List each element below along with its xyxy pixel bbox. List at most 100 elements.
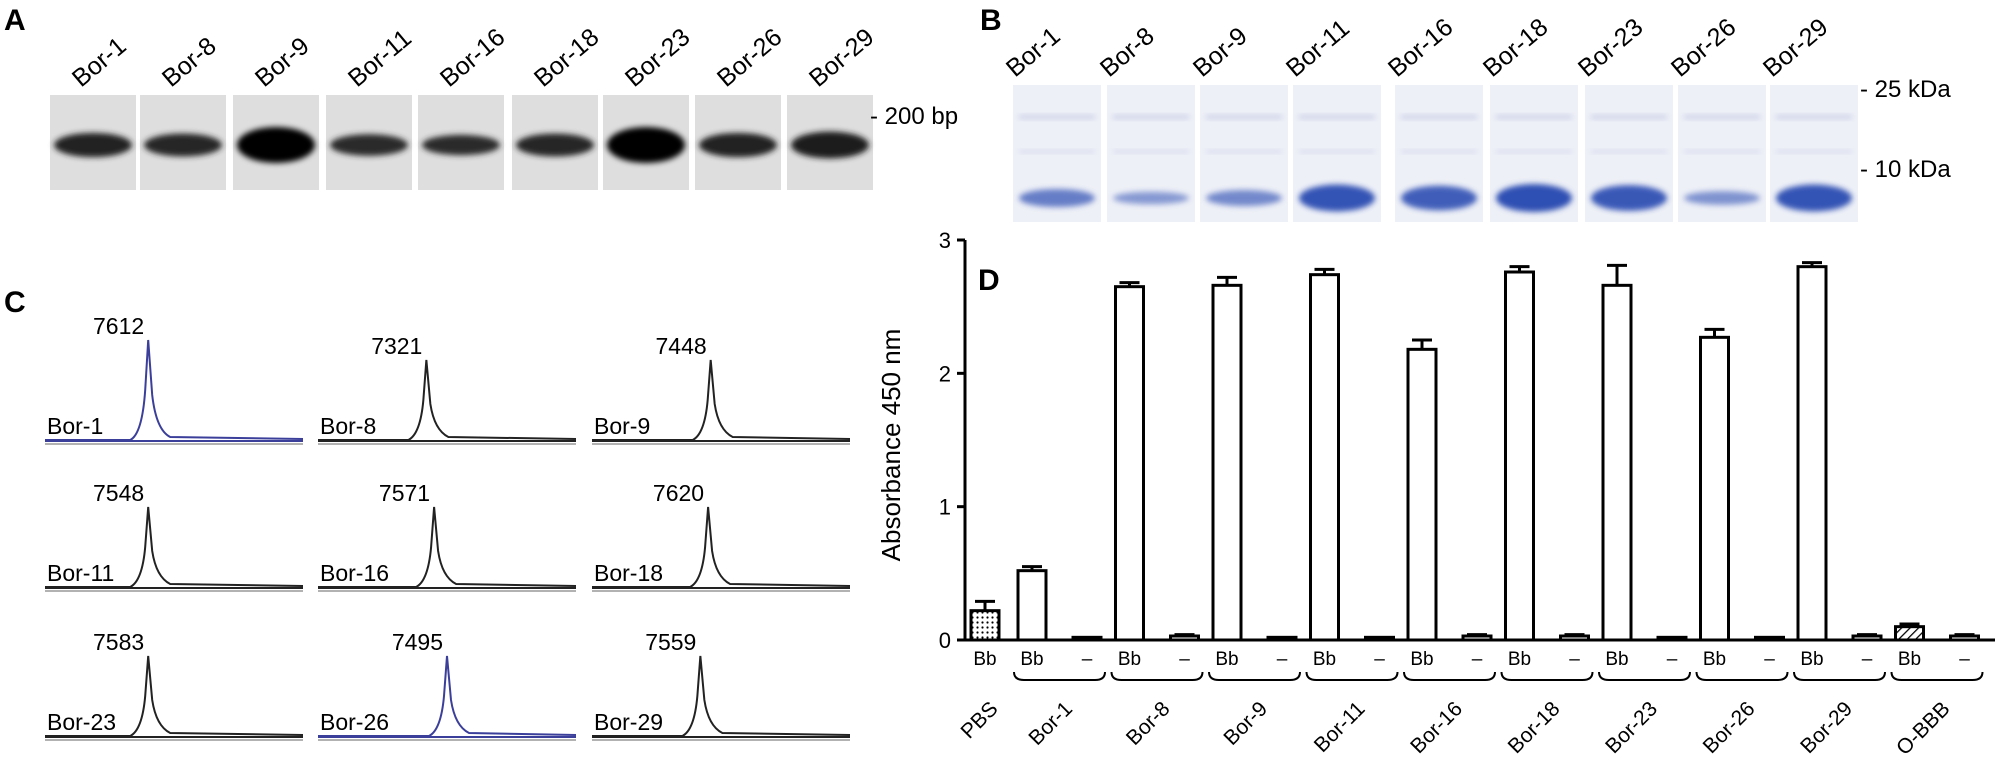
y-tick-label: 1 bbox=[939, 495, 951, 520]
band-a bbox=[144, 133, 222, 157]
bar bbox=[1309, 273, 1340, 642]
bar-label: Bb bbox=[1313, 649, 1336, 670]
lane-label-b: Bor-26 bbox=[1666, 13, 1741, 83]
group-bracket bbox=[1890, 671, 1984, 681]
faint-band-b bbox=[1019, 115, 1095, 119]
faint-band-b bbox=[1019, 150, 1095, 153]
group-label: Bor-8 bbox=[1122, 697, 1175, 750]
band-b bbox=[1299, 184, 1375, 212]
faint-band-b bbox=[1113, 150, 1189, 153]
lane-label-a: Bor-18 bbox=[529, 23, 604, 93]
spectrum-trace bbox=[592, 506, 851, 588]
gel-panel-a: Bor-1 Bor-8 Bor-9 Bor-11 Bor-16 Bor-18 Bor-23 B… bbox=[50, 23, 879, 190]
sample-label: Bor-11 bbox=[47, 560, 114, 586]
peak-label: 7448 bbox=[656, 333, 707, 359]
group-bracket bbox=[1793, 671, 1886, 681]
spectrum-trace bbox=[592, 655, 851, 737]
sample-label: Bor-1 bbox=[47, 413, 103, 439]
peak-label: 7559 bbox=[645, 629, 696, 655]
bar bbox=[1504, 270, 1535, 642]
bar-label: – bbox=[1472, 649, 1483, 670]
bar-label: Bb bbox=[1020, 649, 1043, 670]
bar bbox=[1071, 635, 1103, 642]
faint-band-b bbox=[1299, 115, 1375, 119]
lane-label-b: Bor-16 bbox=[1383, 13, 1458, 83]
group-label: Bor-11 bbox=[1310, 697, 1370, 757]
spectrum-trace bbox=[318, 506, 577, 588]
spectrum-trace bbox=[318, 359, 577, 441]
band-a bbox=[237, 127, 315, 163]
bar-chart-d: 0 1 2 3 Bb Bb – Bb – Bb – Bb – Bb – Bb – Bb – Bb – Bb – Bb – PBS B… bbox=[939, 228, 1995, 760]
group-bracket bbox=[1403, 671, 1496, 681]
band-b bbox=[1591, 185, 1667, 211]
lane-label-b: Bor-8 bbox=[1095, 22, 1160, 83]
bar bbox=[1796, 265, 1828, 642]
faint-band-b bbox=[1496, 115, 1572, 119]
marker-200bp: - 200 bp bbox=[870, 103, 958, 130]
bar-label: Bb bbox=[1215, 649, 1238, 670]
faint-band-b bbox=[1401, 115, 1477, 119]
peak-label: 7612 bbox=[93, 313, 144, 339]
sample-label: Bor-8 bbox=[320, 413, 376, 439]
sample-label: Bor-26 bbox=[320, 709, 389, 735]
faint-band-b bbox=[1591, 150, 1667, 153]
sample-label: Bor-29 bbox=[594, 709, 663, 735]
group-bracket bbox=[1598, 671, 1691, 681]
y-tick-label: 2 bbox=[939, 361, 951, 386]
bar bbox=[1699, 335, 1730, 642]
band-b bbox=[1019, 188, 1095, 208]
bar bbox=[1559, 634, 1590, 642]
bar bbox=[1754, 635, 1785, 642]
bar bbox=[1364, 635, 1395, 642]
band-a bbox=[791, 131, 869, 159]
lane-label-b: Bor-1 bbox=[1001, 22, 1066, 83]
band-a bbox=[54, 132, 132, 158]
faint-band-b bbox=[1299, 150, 1375, 153]
sample-label: Bor-23 bbox=[47, 709, 116, 735]
group-label: Bor-18 bbox=[1504, 697, 1565, 758]
group-bracket bbox=[1110, 671, 1204, 681]
peak-label: 7495 bbox=[392, 629, 443, 655]
lane-label-b: Bor-29 bbox=[1758, 13, 1833, 83]
lane-label-a: Bor-26 bbox=[712, 23, 787, 93]
group-label: O-BBB bbox=[1892, 697, 1954, 759]
bar bbox=[1851, 634, 1883, 642]
gel-panel-b: Bor-1 Bor-8 Bor-9 Bor-11 Bor-16 Bor-18 Bor-23 B… bbox=[1001, 13, 1858, 222]
band-a bbox=[330, 134, 408, 156]
band-a bbox=[516, 133, 594, 157]
lane-label-a: Bor-9 bbox=[250, 32, 315, 93]
band-b bbox=[1113, 191, 1189, 205]
peak-label: 7583 bbox=[93, 629, 144, 655]
group-label: Bor-9 bbox=[1219, 697, 1272, 750]
panel-label-d: D bbox=[978, 264, 1000, 297]
lane-label-b: Bor-9 bbox=[1188, 22, 1253, 83]
lane-label-b: Bor-18 bbox=[1478, 13, 1553, 83]
bar-label: Bb bbox=[1118, 649, 1141, 670]
bar-label: – bbox=[1667, 649, 1678, 670]
peak-label: 7620 bbox=[653, 480, 704, 506]
group-bracket bbox=[1013, 671, 1106, 681]
faint-band-b bbox=[1591, 115, 1667, 119]
bar bbox=[1169, 634, 1200, 642]
y-axis-label: Absorbance 450 nm bbox=[876, 329, 906, 562]
peak-label: 7321 bbox=[371, 333, 422, 359]
band-b bbox=[1496, 184, 1572, 212]
bar-label: Bb bbox=[1410, 649, 1433, 670]
faint-band-b bbox=[1206, 150, 1282, 153]
bar bbox=[1406, 347, 1438, 642]
bar bbox=[969, 609, 1001, 642]
panel-label-b: B bbox=[980, 4, 1002, 37]
peak-label: 7571 bbox=[379, 480, 430, 506]
bar bbox=[1211, 283, 1243, 642]
spectrum-trace bbox=[592, 359, 851, 441]
lane-label-a: Bor-11 bbox=[343, 24, 417, 92]
band-a bbox=[699, 132, 777, 158]
bar bbox=[1949, 634, 1980, 642]
faint-band-b bbox=[1684, 115, 1760, 119]
bar-label: – bbox=[1862, 649, 1873, 670]
bar bbox=[1461, 634, 1493, 642]
band-a bbox=[422, 134, 500, 156]
peak-label: 7548 bbox=[93, 480, 144, 506]
bar-label: Bb bbox=[1508, 649, 1531, 670]
